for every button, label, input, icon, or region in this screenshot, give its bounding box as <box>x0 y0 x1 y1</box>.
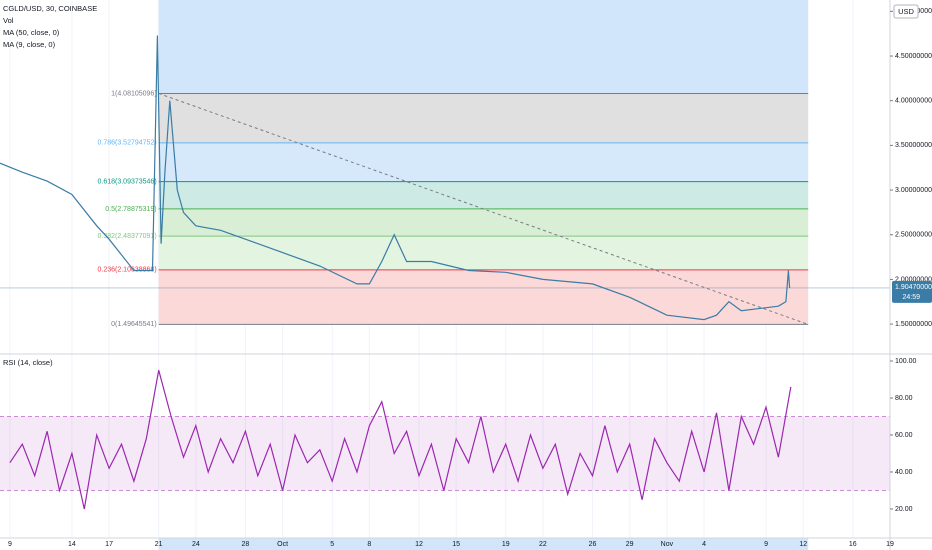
price-line <box>9 370 792 510</box>
x-tick-label: 9 <box>8 541 12 548</box>
indicator-label: MA (50, close, 0) <box>3 28 60 37</box>
fib-label: 0.786(3.52794752) <box>97 140 156 147</box>
y-tick-label: 40.00 <box>895 469 913 476</box>
y-tick-label: 4.50000000 <box>895 53 932 60</box>
x-tick-label: 8 <box>367 541 371 548</box>
fib-label: 0(1.49645541) <box>111 321 157 328</box>
y-tick-label: 60.00 <box>895 432 913 439</box>
fib-label: 0.236(2.10638868) <box>97 267 156 274</box>
x-tick-label: Nov <box>661 541 674 548</box>
x-tick-label: Oct <box>277 541 288 548</box>
y-tick-label: 100.00 <box>895 358 917 365</box>
fib-label: 0.5(2.78875319) <box>105 206 156 213</box>
x-tick-label: 15 <box>452 541 460 548</box>
fib-zone <box>158 142 809 182</box>
x-tick-label: 9 <box>764 541 768 548</box>
x-tick-label: 16 <box>849 541 857 548</box>
x-tick-label: 17 <box>105 541 113 548</box>
y-tick-label: 80.00 <box>895 395 913 402</box>
fib-zone <box>158 236 809 270</box>
y-tick-label: 1.50000000 <box>895 321 932 328</box>
price-tag <box>892 280 932 303</box>
x-tick-label: 4 <box>702 541 706 548</box>
x-tick-label: 29 <box>626 541 634 548</box>
indicator-label: MA (9, close, 0) <box>3 40 56 49</box>
unit-label: USD <box>898 7 914 16</box>
y-tick-label: 2.50000000 <box>895 232 932 239</box>
price-tag-label: 1.90470000 <box>895 284 932 291</box>
x-tick-label: 22 <box>539 541 547 548</box>
x-tick-label: 26 <box>589 541 597 548</box>
price-line <box>0 35 791 321</box>
fib-label: 1(4.08105096) <box>111 90 157 97</box>
fib-label: 0.618(3.09373546) <box>97 179 156 186</box>
fib-top-zone <box>158 0 809 94</box>
x-tick-label: 28 <box>242 541 250 548</box>
y-tick-label: 20.00 <box>895 506 913 513</box>
fib-zone <box>158 269 809 325</box>
fib-zone <box>158 93 809 143</box>
y-tick-label: 2.00000000 <box>895 276 932 283</box>
x-tick-label: 19 <box>886 541 894 548</box>
x-tick-label: 14 <box>68 541 76 548</box>
rsi-title: RSI (14, close) <box>3 358 53 367</box>
y-tick-label: 4.00000000 <box>895 98 932 105</box>
unit-box <box>893 4 919 19</box>
chart-title: CGLD/USD, 30, COINBASE <box>3 4 97 13</box>
fib-trend-line <box>158 92 809 325</box>
x-tick-label: 12 <box>415 541 423 548</box>
fib-label: 0.382(2.48377091) <box>97 233 156 240</box>
fib-axis-zone <box>158 538 809 550</box>
y-tick-label: 3.50000000 <box>895 142 932 149</box>
fib-zone <box>158 181 809 209</box>
fib-zone <box>158 208 809 237</box>
countdown: 24:59 <box>902 294 920 301</box>
indicator-label: Vol <box>3 16 14 25</box>
x-tick-label: 19 <box>502 541 510 548</box>
x-tick-label: 24 <box>192 541 200 548</box>
x-tick-label: 12 <box>799 541 807 548</box>
x-tick-label: 5 <box>330 541 334 548</box>
y-tick-label: 3.00000000 <box>895 187 932 194</box>
x-tick-label: 21 <box>155 541 163 548</box>
